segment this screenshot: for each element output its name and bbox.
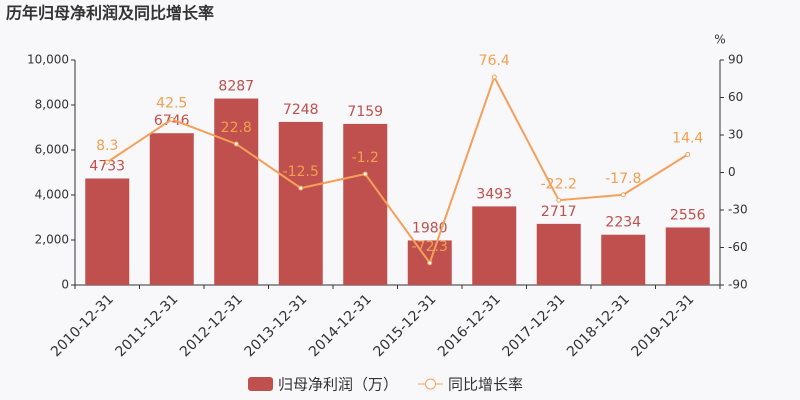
- bar-value-label: 4733: [89, 159, 125, 175]
- y2-tick-label: 0: [728, 165, 736, 179]
- line-point: [491, 74, 497, 80]
- y2-tick-label: -30: [728, 203, 748, 217]
- x-tick-label: 2013-12-31: [242, 291, 311, 360]
- legend-label: 同比增长率: [448, 376, 523, 394]
- bar-value-label: 7159: [347, 104, 383, 120]
- y2-tick-label: -90: [728, 278, 748, 292]
- line-value-label: -22.2: [541, 176, 577, 192]
- line-point: [362, 171, 368, 177]
- bar-value-label: 1980: [412, 220, 448, 236]
- legend-item: 归母净利润（万）: [248, 376, 398, 394]
- x-tick-label: 2016-12-31: [435, 291, 504, 360]
- line-point: [620, 192, 626, 198]
- bar-value-label: 2717: [541, 204, 577, 220]
- line-point: [685, 152, 691, 157]
- line-point: [169, 116, 175, 122]
- line-value-label: 14.4: [672, 131, 703, 147]
- line-point: [298, 185, 304, 191]
- bar: [149, 133, 194, 285]
- line-value-label: 22.8: [221, 120, 252, 136]
- bar-value-label: 2234: [605, 215, 641, 231]
- x-tick-label: 2011-12-31: [113, 291, 182, 360]
- y-tick-label: 8,000: [35, 98, 69, 112]
- line-point: [104, 159, 110, 165]
- legend-swatch-marker: [425, 378, 437, 390]
- bar: [214, 98, 259, 285]
- line-value-label: -72.3: [412, 239, 448, 255]
- legend-swatch: [248, 377, 273, 391]
- line-point: [427, 260, 433, 266]
- bar-value-label: 7248: [283, 102, 319, 118]
- bar-value-label: 3493: [476, 186, 512, 202]
- bar: [343, 123, 388, 285]
- chart-title: 历年归母净利润及同比增长率: [6, 4, 214, 23]
- x-tick-label: 2019-12-31: [629, 291, 698, 360]
- bar-value-label: 8287: [218, 79, 254, 95]
- y-tick-label: 2,000: [35, 233, 69, 247]
- line-value-label: -1.2: [352, 150, 379, 166]
- line-value-label: 42.5: [156, 95, 187, 111]
- x-tick-label: 2012-12-31: [177, 291, 246, 360]
- y2-tick-label: -60: [728, 240, 748, 254]
- bar: [85, 178, 130, 285]
- legend-item: 同比增长率: [418, 376, 523, 394]
- line-value-label: 76.4: [479, 53, 510, 69]
- y-tick-label: 6,000: [35, 143, 69, 157]
- line-value-label: -17.8: [605, 171, 641, 187]
- y-tick-label: 10,000: [27, 53, 69, 67]
- line: [106, 74, 689, 266]
- line-value-label: 8.3: [96, 138, 118, 154]
- y2-axis-label: %: [714, 33, 725, 47]
- y-tick-label: 4,000: [35, 188, 69, 202]
- y2-tick-label: 30: [728, 128, 743, 142]
- line-point: [556, 197, 562, 203]
- line-value-label: -12.5: [283, 164, 319, 180]
- x-tick-label: 2017-12-31: [500, 291, 569, 360]
- line-point: [233, 141, 239, 147]
- bar-value-label: 2556: [670, 207, 706, 223]
- x-tick-label: 2018-12-31: [564, 291, 633, 360]
- x-tick-label: 2014-12-31: [306, 291, 375, 360]
- x-tick-label: 2010-12-31: [48, 291, 117, 360]
- x-tick-label: 2015-12-31: [371, 291, 440, 360]
- y-tick-label: 0: [61, 278, 69, 292]
- y2-tick-label: 90: [728, 53, 743, 67]
- bar: [665, 227, 710, 285]
- y2-tick-label: 60: [728, 90, 743, 104]
- bar: [278, 121, 323, 285]
- bar: [472, 206, 517, 285]
- bar: [536, 223, 581, 285]
- bar: [601, 234, 646, 285]
- legend-label: 归母净利润（万）: [278, 376, 398, 394]
